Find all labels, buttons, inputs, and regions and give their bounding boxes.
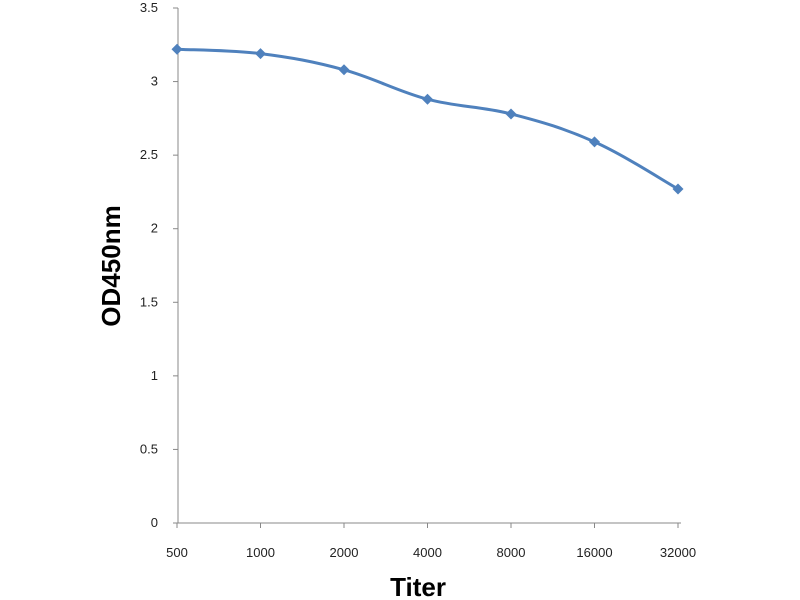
y-tick-label: 0.5 (140, 441, 158, 456)
data-point-marker (171, 43, 183, 55)
y-tick-label: 3.5 (140, 0, 158, 15)
data-point-marker (505, 108, 517, 120)
series (171, 43, 684, 195)
data-point-marker (589, 136, 600, 148)
y-tick-label: 3 (151, 74, 158, 89)
data-point-marker (672, 183, 684, 195)
x-tick-label: 2000 (330, 545, 359, 560)
x-tick-label: 1000 (246, 545, 275, 560)
y-tick-label: 2 (151, 221, 158, 236)
data-point-marker (422, 93, 433, 105)
y-tick-label: 0 (151, 515, 158, 530)
x-tick-label: 32000 (660, 545, 696, 560)
y-tick-label: 1 (151, 368, 158, 383)
x-axis-title: Titer (390, 572, 446, 600)
x-tick-label: 4000 (413, 545, 442, 560)
y-axis: 0 0.5 1 1.5 2 2.5 3 3.5 (140, 0, 179, 530)
data-point-marker (338, 64, 350, 76)
x-axis: 500 1000 2000 4000 8000 16000 32000 (166, 522, 696, 560)
x-tick-label: 8000 (497, 545, 526, 560)
y-tick-label: 1.5 (140, 294, 158, 309)
x-tick-label: 500 (166, 545, 188, 560)
y-tick-label: 2.5 (140, 147, 158, 162)
x-tick-label: 16000 (576, 545, 612, 560)
y-axis-title: OD450nm (96, 205, 126, 326)
series-line (176, 47, 679, 191)
data-point-marker (255, 48, 266, 60)
